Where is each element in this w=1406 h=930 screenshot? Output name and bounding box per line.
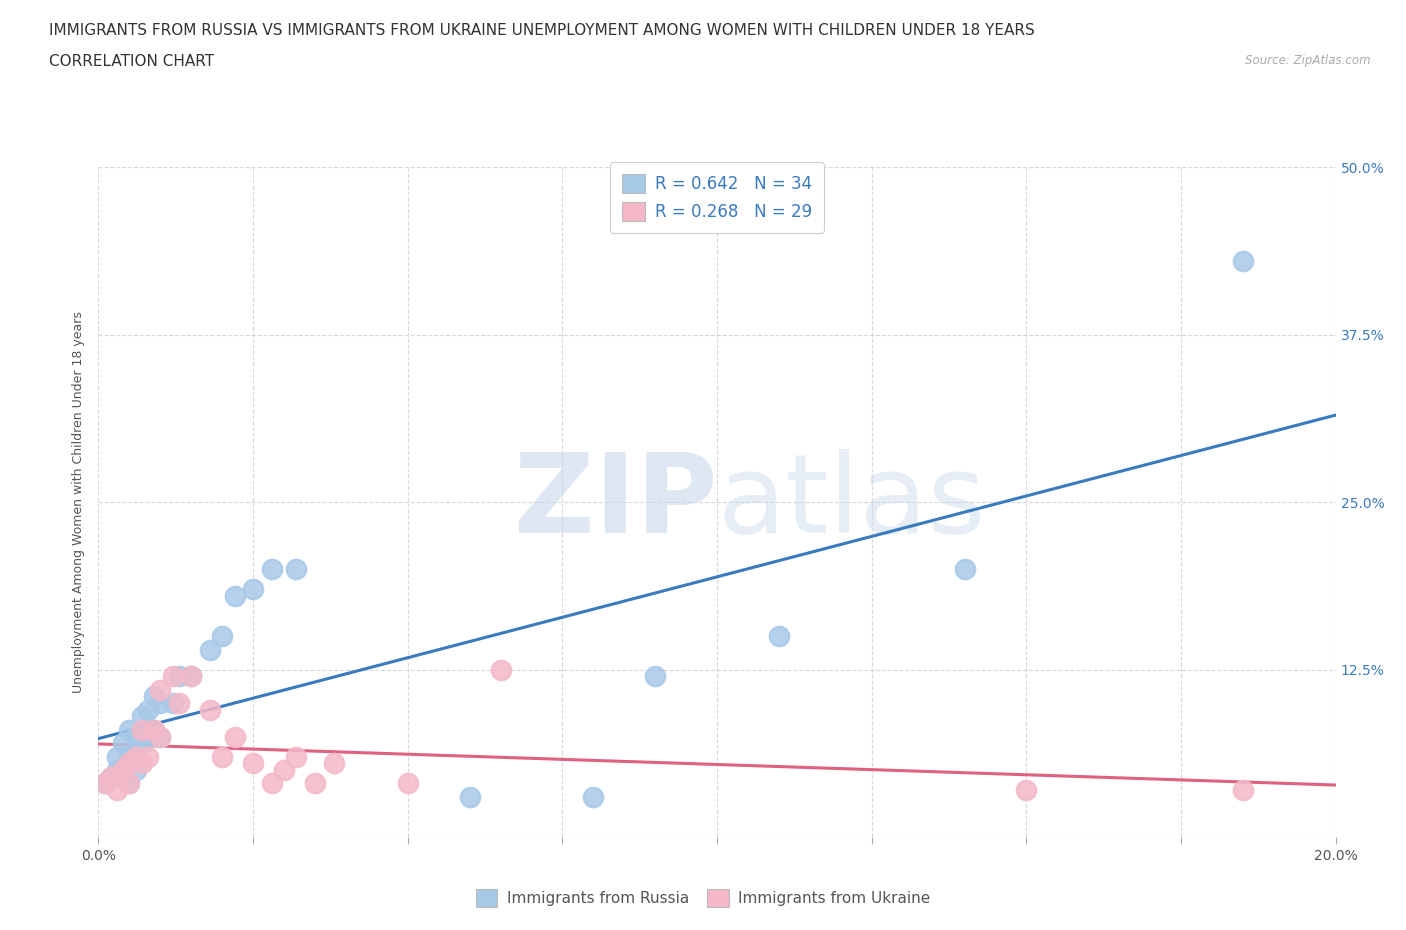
- Point: [285, 562, 308, 577]
- Legend: Immigrants from Russia, Immigrants from Ukraine: Immigrants from Russia, Immigrants from …: [470, 884, 936, 913]
- Point: [458, 790, 481, 804]
- Point: [124, 729, 146, 744]
- Point: [582, 790, 605, 804]
- Point: [149, 729, 172, 744]
- Point: [118, 756, 141, 771]
- Point: [143, 723, 166, 737]
- Point: [131, 736, 153, 751]
- Point: [162, 696, 184, 711]
- Text: IMMIGRANTS FROM RUSSIA VS IMMIGRANTS FROM UKRAINE UNEMPLOYMENT AMONG WOMEN WITH : IMMIGRANTS FROM RUSSIA VS IMMIGRANTS FRO…: [49, 23, 1035, 38]
- Point: [100, 769, 122, 784]
- Point: [131, 723, 153, 737]
- Point: [322, 756, 344, 771]
- Point: [198, 702, 221, 717]
- Point: [105, 783, 128, 798]
- Point: [304, 776, 326, 790]
- Point: [180, 669, 202, 684]
- Point: [93, 776, 115, 790]
- Point: [489, 662, 512, 677]
- Point: [149, 696, 172, 711]
- Point: [93, 776, 115, 790]
- Point: [131, 709, 153, 724]
- Point: [167, 669, 190, 684]
- Point: [273, 763, 295, 777]
- Point: [149, 683, 172, 698]
- Point: [143, 723, 166, 737]
- Point: [136, 702, 159, 717]
- Point: [167, 696, 190, 711]
- Point: [143, 689, 166, 704]
- Point: [1232, 254, 1254, 269]
- Point: [211, 750, 233, 764]
- Point: [1232, 783, 1254, 798]
- Point: [118, 723, 141, 737]
- Point: [224, 589, 246, 604]
- Point: [118, 776, 141, 790]
- Point: [396, 776, 419, 790]
- Point: [118, 750, 141, 764]
- Point: [105, 750, 128, 764]
- Point: [1015, 783, 1038, 798]
- Point: [124, 750, 146, 764]
- Point: [112, 763, 135, 777]
- Point: [198, 642, 221, 657]
- Point: [242, 582, 264, 597]
- Point: [644, 669, 666, 684]
- Point: [136, 750, 159, 764]
- Point: [136, 729, 159, 744]
- Point: [180, 669, 202, 684]
- Point: [224, 729, 246, 744]
- Point: [112, 736, 135, 751]
- Point: [211, 629, 233, 644]
- Point: [124, 763, 146, 777]
- Point: [260, 562, 283, 577]
- Point: [112, 769, 135, 784]
- Point: [149, 729, 172, 744]
- Text: atlas: atlas: [717, 448, 986, 556]
- Point: [118, 776, 141, 790]
- Point: [768, 629, 790, 644]
- Y-axis label: Unemployment Among Women with Children Under 18 years: Unemployment Among Women with Children U…: [72, 312, 86, 693]
- Point: [242, 756, 264, 771]
- Point: [105, 763, 128, 777]
- Text: CORRELATION CHART: CORRELATION CHART: [49, 54, 214, 69]
- Point: [285, 750, 308, 764]
- Text: Source: ZipAtlas.com: Source: ZipAtlas.com: [1246, 54, 1371, 67]
- Point: [131, 756, 153, 771]
- Point: [953, 562, 976, 577]
- Point: [162, 669, 184, 684]
- Legend: R = 0.642   N = 34, R = 0.268   N = 29: R = 0.642 N = 34, R = 0.268 N = 29: [610, 163, 824, 232]
- Point: [260, 776, 283, 790]
- Text: ZIP: ZIP: [513, 448, 717, 556]
- Point: [100, 769, 122, 784]
